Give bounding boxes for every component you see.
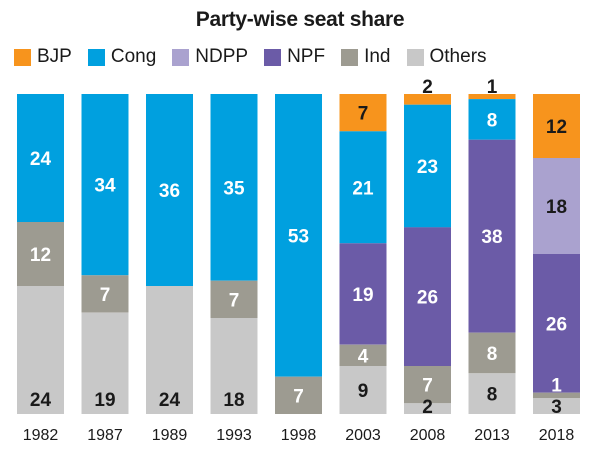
legend-item-others: Others [406, 46, 487, 68]
bar-1993-ind [210, 280, 258, 318]
x-tick-label-2018: 2018 [539, 427, 575, 444]
bar-2018-bjp [533, 94, 580, 158]
x-tick-label-1998: 1998 [281, 427, 317, 444]
bar-2003-npf [339, 243, 387, 345]
bar-1987-others [81, 312, 129, 414]
data-label-2018-others: 3 [551, 397, 562, 418]
x-tick-label-1989: 1989 [152, 427, 188, 444]
legend-label-others: Others [429, 46, 487, 67]
data-label-2013-others: 8 [487, 385, 498, 406]
data-label-2018-ind: 1 [551, 376, 562, 397]
data-label-2008-bjp: 2 [422, 77, 433, 98]
legend-item-cong: Cong [87, 46, 157, 68]
legend-swatch-cong [87, 48, 105, 66]
data-label-2003-npf: 19 [352, 285, 373, 306]
bar-2008-cong [404, 104, 451, 228]
bar-1982-others [17, 286, 64, 414]
legend-label-ndpp: NDPP [195, 46, 249, 67]
data-label-1982-ind: 12 [30, 245, 51, 266]
legend: BJP Cong NDPP NPF Ind Others [14, 44, 503, 70]
bar-2008-npf [404, 227, 451, 366]
chart-title: Party-wise seat share [195, 8, 405, 31]
bar-2013-cong [468, 99, 516, 140]
legend-swatch-ind [341, 48, 359, 66]
data-label-1989-cong: 36 [159, 181, 180, 202]
data-label-2013-cong: 8 [487, 110, 498, 131]
bar-1987-ind [81, 275, 129, 313]
legend-label-npf: NPF [287, 46, 326, 67]
bar-1998-cong [275, 94, 322, 377]
bar-1982-cong [17, 94, 64, 222]
bar-1998-ind [275, 376, 322, 414]
data-label-2018-bjp: 12 [546, 117, 567, 138]
data-label-1982-others: 24 [30, 390, 52, 411]
data-label-1987-ind: 7 [100, 285, 111, 306]
data-label-1989-others: 24 [159, 390, 181, 411]
bar-2018-others [533, 398, 580, 414]
legend-label-ind: Ind [364, 46, 391, 67]
legend-item-npf: NPF [264, 46, 325, 68]
data-label-1993-cong: 35 [223, 178, 245, 199]
data-label-1998-ind: 7 [293, 386, 304, 407]
bar-1989-others [146, 286, 193, 414]
bar-2008-ind [404, 366, 451, 404]
x-tick-label-1993: 1993 [216, 427, 252, 444]
data-label-1987-cong: 34 [94, 176, 116, 197]
bar-1993-others [210, 318, 258, 414]
bar-2008-bjp [404, 94, 451, 105]
data-label-1993-ind: 7 [229, 290, 240, 311]
data-label-2003-bjp: 7 [358, 104, 369, 125]
bar-2003-cong [339, 131, 387, 244]
bar-2003-bjp [339, 94, 387, 132]
legend-swatch-others [406, 48, 424, 66]
x-tick-label-2008: 2008 [410, 427, 446, 444]
bar-1982-ind [17, 222, 64, 286]
data-label-2008-npf: 26 [417, 288, 438, 309]
x-tick-label-1982: 1982 [23, 427, 59, 444]
legend-label-cong: Cong [110, 46, 157, 67]
legend-label-bjp: BJP [37, 46, 72, 67]
x-tick-label-2003: 2003 [345, 427, 381, 444]
x-tick-label-1987: 1987 [87, 427, 123, 444]
data-label-2003-ind: 4 [358, 346, 369, 367]
data-label-1982-cong: 24 [30, 149, 52, 170]
bar-2018-ind [533, 392, 580, 398]
data-label-2008-others: 2 [422, 397, 433, 418]
data-label-1998-cong: 53 [288, 226, 309, 247]
data-label-1987-others: 19 [94, 390, 115, 411]
data-label-2008-cong: 23 [417, 157, 438, 178]
bar-2013-npf [468, 139, 516, 333]
data-label-2003-others: 9 [358, 381, 369, 402]
bar-2018-npf [533, 254, 580, 393]
bar-2013-ind [468, 332, 516, 374]
legend-swatch-bjp [14, 48, 31, 66]
legend-swatch-npf [264, 48, 282, 66]
data-label-2018-npf: 26 [546, 314, 567, 335]
bar-2018-ndpp [533, 158, 580, 254]
legend-item-bjp: BJP [14, 46, 72, 68]
bar-1987-cong [81, 94, 129, 276]
bar-2003-ind [339, 344, 387, 366]
data-label-2003-cong: 21 [352, 178, 374, 199]
bar-2008-others [404, 403, 451, 414]
bar-2013-others [468, 373, 516, 414]
bar-1989-cong [146, 94, 193, 286]
bar-1993-cong [210, 94, 258, 281]
x-tick-label-2013: 2013 [474, 427, 510, 444]
data-label-2018-ndpp: 18 [546, 197, 567, 218]
legend-swatch-ndpp [172, 48, 190, 66]
data-label-2013-bjp: 1 [487, 77, 498, 98]
data-label-1993-others: 18 [223, 390, 244, 411]
data-label-2013-ind: 8 [487, 344, 498, 365]
data-label-2008-ind: 7 [422, 376, 433, 397]
bar-2013-bjp [468, 94, 516, 100]
bar-2003-others [339, 366, 387, 414]
legend-item-ind: Ind [341, 46, 391, 68]
data-label-2013-npf: 38 [481, 227, 502, 248]
legend-item-ndpp: NDPP [172, 46, 248, 68]
